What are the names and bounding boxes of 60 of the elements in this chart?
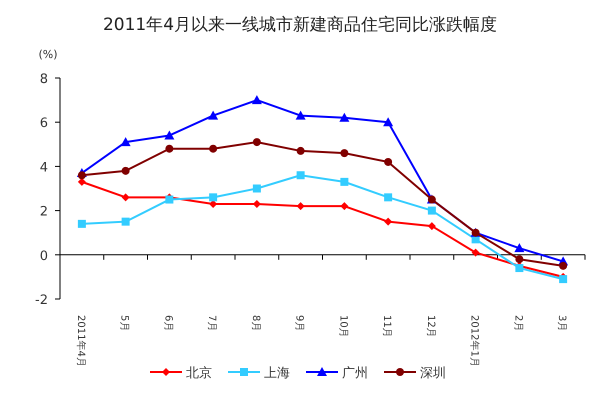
point (209, 193, 218, 202)
legend-label: 广州 (342, 366, 368, 381)
x-tick-label: 2月 (512, 315, 524, 332)
point (78, 171, 86, 180)
point (514, 243, 524, 252)
x-tick-label: 2012年1月 (468, 315, 481, 367)
y-tick-label: 6 (40, 116, 48, 132)
point (428, 222, 436, 230)
point (252, 138, 261, 146)
point (208, 110, 218, 120)
y-tick-label: 0 (40, 248, 48, 264)
point (559, 262, 568, 270)
point (296, 171, 305, 180)
x-tick-label: 12月 (424, 315, 436, 338)
point (252, 200, 261, 208)
x-tick-label: 2011年4月 (74, 315, 87, 367)
x-tick-label: 8月 (250, 315, 261, 332)
point (383, 117, 394, 126)
point (165, 196, 174, 204)
point (384, 218, 392, 226)
x-tick-label: 7月 (206, 315, 218, 332)
point (122, 193, 130, 202)
point (296, 110, 306, 120)
point (515, 264, 524, 272)
chart-title: 2011年4月以来一线城市新建商品住宅同比涨跌幅度 (102, 15, 498, 35)
point (209, 144, 218, 153)
point (122, 218, 130, 226)
point (384, 193, 392, 202)
legend-label: 上海 (264, 366, 290, 381)
point (472, 248, 480, 257)
point (78, 220, 86, 228)
x-tick-label: 11月 (381, 315, 392, 338)
point (296, 202, 305, 210)
point (164, 130, 174, 140)
point (122, 166, 130, 175)
point (296, 146, 305, 155)
x-tick-label: 9月 (294, 315, 305, 332)
legend-label: 深圳 (420, 366, 446, 381)
point (340, 202, 348, 210)
point (340, 178, 348, 186)
y-tick-label: -2 (35, 293, 48, 308)
y-tick-label: 4 (40, 160, 48, 176)
y-axis-title: (%) (38, 48, 58, 61)
x-tick-label: 3月 (556, 315, 568, 332)
point (428, 206, 436, 215)
y-tick-label: 2 (40, 204, 48, 220)
point (384, 158, 392, 166)
x-tick-label: 10月 (337, 315, 348, 338)
y-tick-label: 8 (40, 72, 48, 87)
point (120, 137, 131, 146)
x-tick-label: 6月 (162, 315, 174, 332)
point (339, 112, 350, 122)
point (559, 275, 568, 284)
point (515, 255, 524, 264)
point (165, 144, 174, 153)
x-tick-label: 5月 (118, 315, 130, 332)
point (252, 184, 261, 192)
point (252, 95, 262, 104)
point (340, 149, 348, 158)
legend-label: 北京 (186, 366, 212, 381)
